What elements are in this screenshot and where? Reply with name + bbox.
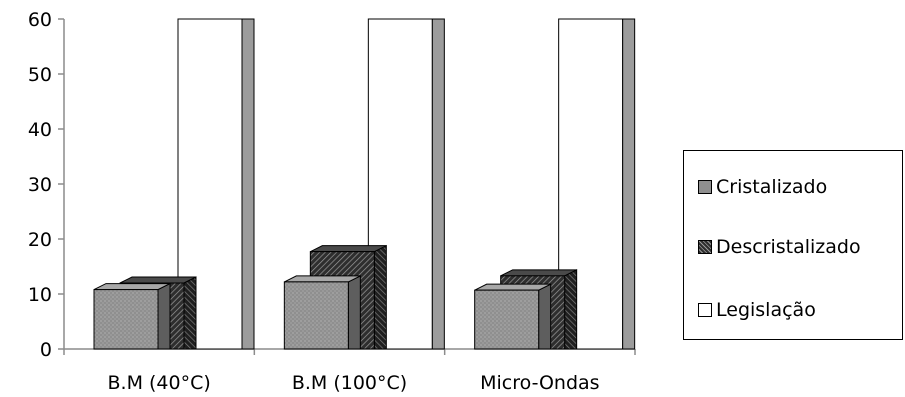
bar-cristalizado — [474, 283, 552, 350]
y-tick-label: 0 — [40, 339, 52, 361]
legend: Cristalizado Descristalizado Legislação — [683, 150, 903, 340]
bar-side — [373, 244, 387, 350]
bar-legislao — [558, 18, 636, 350]
x-tick-label: Micro-Ondas — [480, 372, 599, 394]
bar-side — [538, 283, 552, 350]
bar-side — [241, 18, 255, 350]
legend-swatch-descristalizado — [698, 240, 712, 254]
bar-side — [564, 269, 578, 350]
bar-top — [284, 275, 361, 283]
legend-label-legislacao: Legislação — [716, 299, 816, 321]
bar-front — [474, 289, 540, 350]
bar-top — [474, 283, 551, 291]
bar-top — [119, 276, 197, 284]
bar-side — [622, 18, 636, 350]
bars — [93, 18, 636, 350]
bar-side — [347, 275, 361, 350]
y-tick-label: 10 — [28, 284, 52, 306]
legend-label-descristalizado: Descristalizado — [716, 236, 861, 258]
bar-top — [93, 283, 171, 291]
y-tick-label: 40 — [28, 119, 52, 141]
y-tick-label: 50 — [28, 64, 52, 86]
legend-swatch-cristalizado — [698, 180, 712, 194]
y-tick-label: 20 — [28, 229, 52, 251]
bar-cristalizado — [283, 275, 361, 350]
y-tick-label: 30 — [28, 174, 52, 196]
legend-item-descristalizado: Descristalizado — [698, 235, 861, 259]
bar-front — [93, 289, 159, 350]
bar-legislao — [367, 18, 445, 350]
bar-front — [283, 281, 349, 350]
bar-side — [157, 282, 171, 350]
x-tick-label: B.M (40°C) — [108, 372, 211, 394]
legend-swatch-legislacao — [698, 303, 712, 317]
bar-side — [431, 18, 445, 350]
legend-label-cristalizado: Cristalizado — [716, 176, 828, 198]
x-tick-label: B.M (100°C) — [292, 372, 407, 394]
bar-side — [183, 276, 197, 350]
bar-top — [500, 269, 577, 277]
bar-top — [310, 245, 387, 253]
bar-cristalizado — [93, 282, 171, 350]
legend-item-legislacao: Legislação — [698, 298, 816, 322]
y-tick-label: 60 — [28, 9, 52, 31]
labels: 0 10 20 30 40 50 60 B.M (40°C) B.M (100°C) Micro-… — [28, 9, 600, 394]
legend-item-cristalizado: Cristalizado — [698, 175, 827, 199]
